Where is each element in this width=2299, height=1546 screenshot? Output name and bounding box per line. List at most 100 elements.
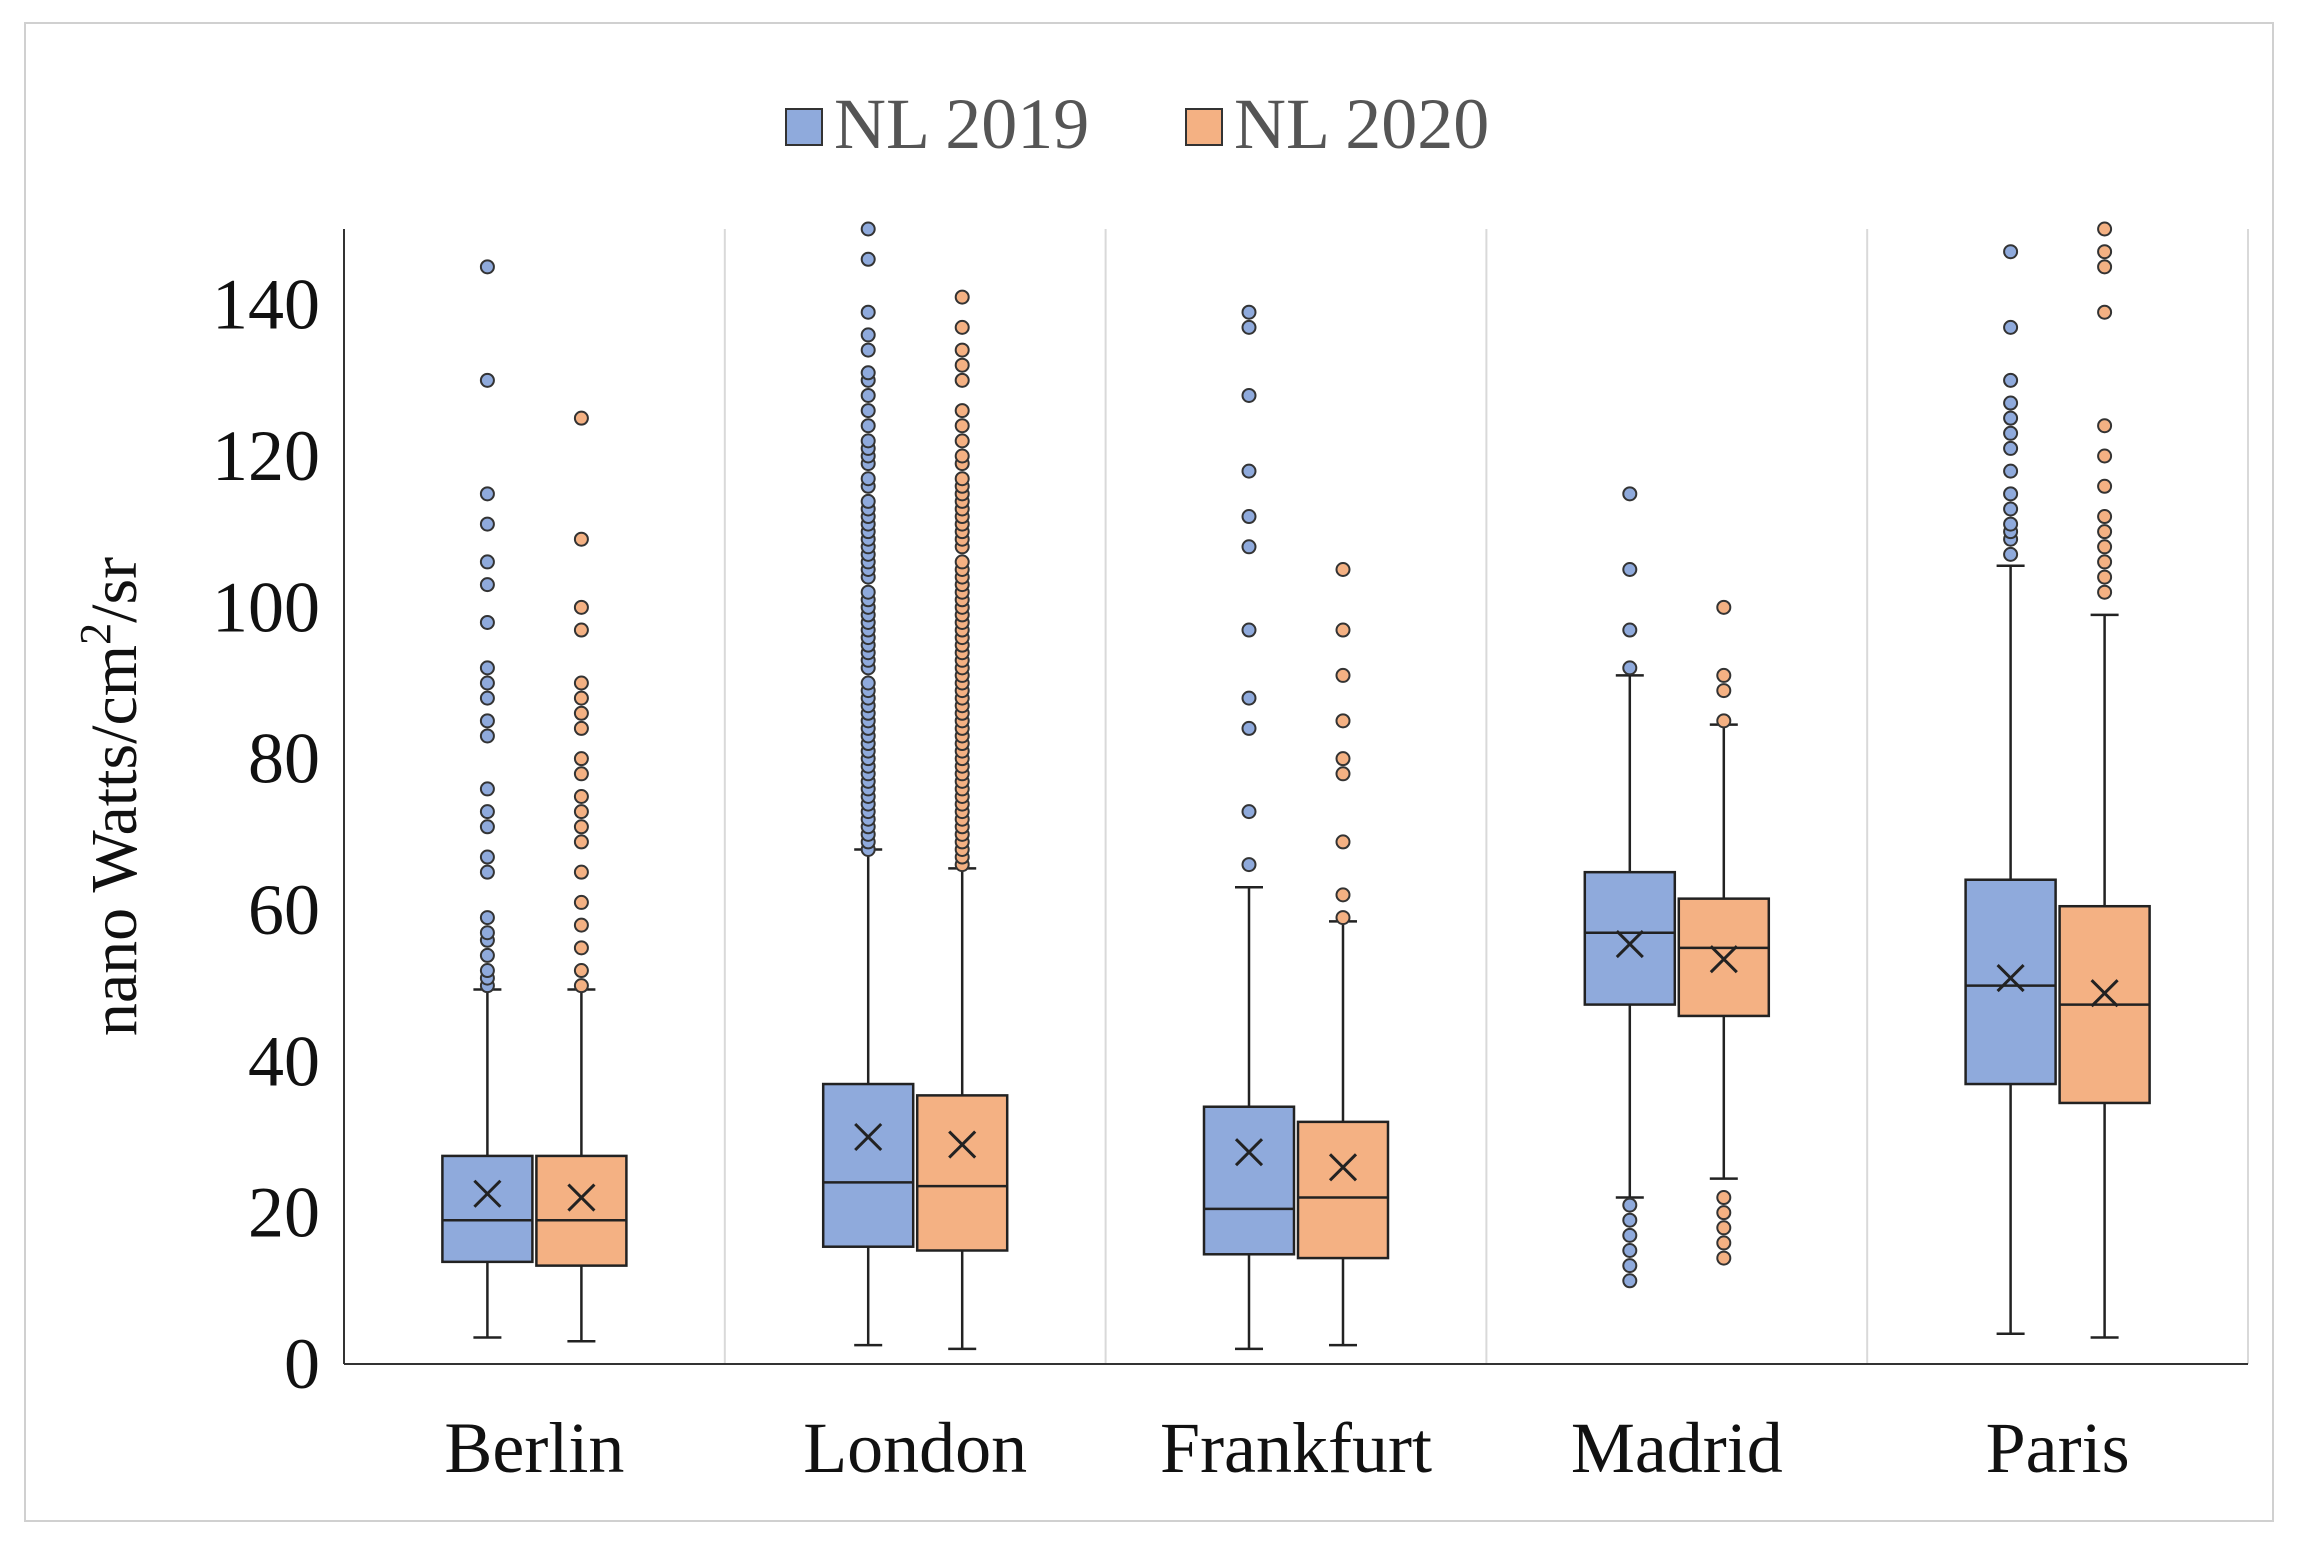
outlier-point [2097,448,2113,464]
outlier-point [954,289,970,305]
outlier-point [1622,1243,1638,1258]
outlier-point [2003,244,2019,260]
iqr-box [915,1094,1009,1252]
outlier-point [573,789,589,804]
x-category-label: Paris [1986,1408,2130,1488]
outlier-point [479,259,495,275]
outlier-point [1622,1273,1638,1289]
iqr-box [441,1154,534,1264]
chart-frame: NL 2019 NL 2020 0 20 40 60 80 100 120 140 Berlin… [24,22,2274,1522]
outlier-point [573,819,589,835]
y-tick-label: 120 [212,416,320,496]
outlier-point [860,471,876,487]
outlier-point [479,849,495,865]
outlier-point [1716,667,1732,683]
outlier-point [954,433,970,449]
outlier-point [2097,304,2113,320]
y-tick-label: 60 [248,870,320,950]
outlier-point [1622,1197,1638,1213]
legend: NL 2019 NL 2020 [785,84,1489,164]
y-tick-label: 140 [212,265,320,345]
outlier-point [479,372,495,388]
outlier-point [573,963,589,979]
outlier-point [1335,713,1351,729]
outlier-point [1335,887,1351,903]
outlier-point [2097,244,2113,260]
outlier-point [1716,599,1732,615]
outlier-point [2003,319,2019,335]
outlier-point [573,599,589,615]
outlier-point [954,372,970,388]
outlier-point [479,486,495,502]
box-berlin-1 [441,259,534,1339]
outlier-point [2097,221,2113,237]
outlier-point [479,614,495,630]
outlier-point [2097,478,2113,494]
outlier-point [479,660,495,676]
y-tick-label: 0 [284,1324,320,1404]
outlier-point [573,978,589,994]
iqr-box [1296,1120,1390,1260]
outlier-point [1716,1235,1732,1251]
outlier-point [860,304,876,320]
y-tick-labels: 0 20 40 60 80 100 120 140 [212,265,320,1404]
outlier-point [1241,804,1257,820]
outlier-point [1241,690,1257,706]
outlier-point [1335,562,1351,577]
boxes [441,221,2151,1351]
outlier-point [479,864,495,880]
outlier-point [1716,1205,1732,1221]
outlier-point [1241,857,1257,873]
outlier-point [2097,509,2113,525]
iqr-box [1202,1105,1296,1256]
box-madrid-2 [1677,599,1771,1266]
mean-marker [948,1130,977,1159]
mean-marker [1328,1153,1358,1182]
mean-marker [473,1179,502,1208]
outlier-point [573,531,589,547]
y-tick-label: 20 [248,1173,320,1253]
outlier-point [573,940,589,956]
iqr-box [821,1082,915,1248]
outlier-point [954,357,970,373]
outlier-point [1622,1227,1638,1243]
outlier-point [479,728,495,744]
outlier-point [860,387,876,403]
y-tick-label: 40 [248,1021,320,1101]
outlier-point [573,751,589,767]
outlier-point [1241,387,1257,403]
y-axis-title-tail: /sr [78,557,151,623]
y-axis-title-main: nano Watts/cm [78,645,151,1036]
outlier-point [954,418,970,434]
outlier-point [2003,486,2019,502]
box-paris-2 [2058,221,2151,1339]
outlier-point [1622,622,1638,638]
outlier-point [860,418,876,434]
legend-swatch-2 [1185,108,1223,146]
outlier-point [2003,440,2019,456]
outlier-point [954,554,970,570]
x-category-label: Madrid [1571,1408,1783,1488]
outlier-point [479,781,495,797]
y-tick-label: 100 [212,567,320,647]
outlier-point [2003,463,2019,479]
mean-marker [1234,1138,1264,1167]
outlier-point [1716,1220,1732,1236]
outlier-point [479,804,495,820]
mean-marker [1709,945,1738,974]
outlier-point [1241,622,1257,638]
box-london-2 [915,289,1009,1351]
outlier-point [1622,562,1638,577]
outlier-point [2003,372,2019,388]
outlier-point [1716,683,1732,699]
outlier-point [1716,713,1732,729]
box-frankfurt-2 [1296,562,1390,1347]
legend-label-2: NL 2020 [1234,84,1489,164]
outlier-point [573,804,589,820]
category-separators [723,229,2249,1364]
legend-label-1: NL 2019 [834,84,1089,164]
outlier-point [860,493,876,509]
outlier-point [860,221,876,237]
outlier-point [2097,554,2113,570]
outlier-point [2097,569,2113,585]
